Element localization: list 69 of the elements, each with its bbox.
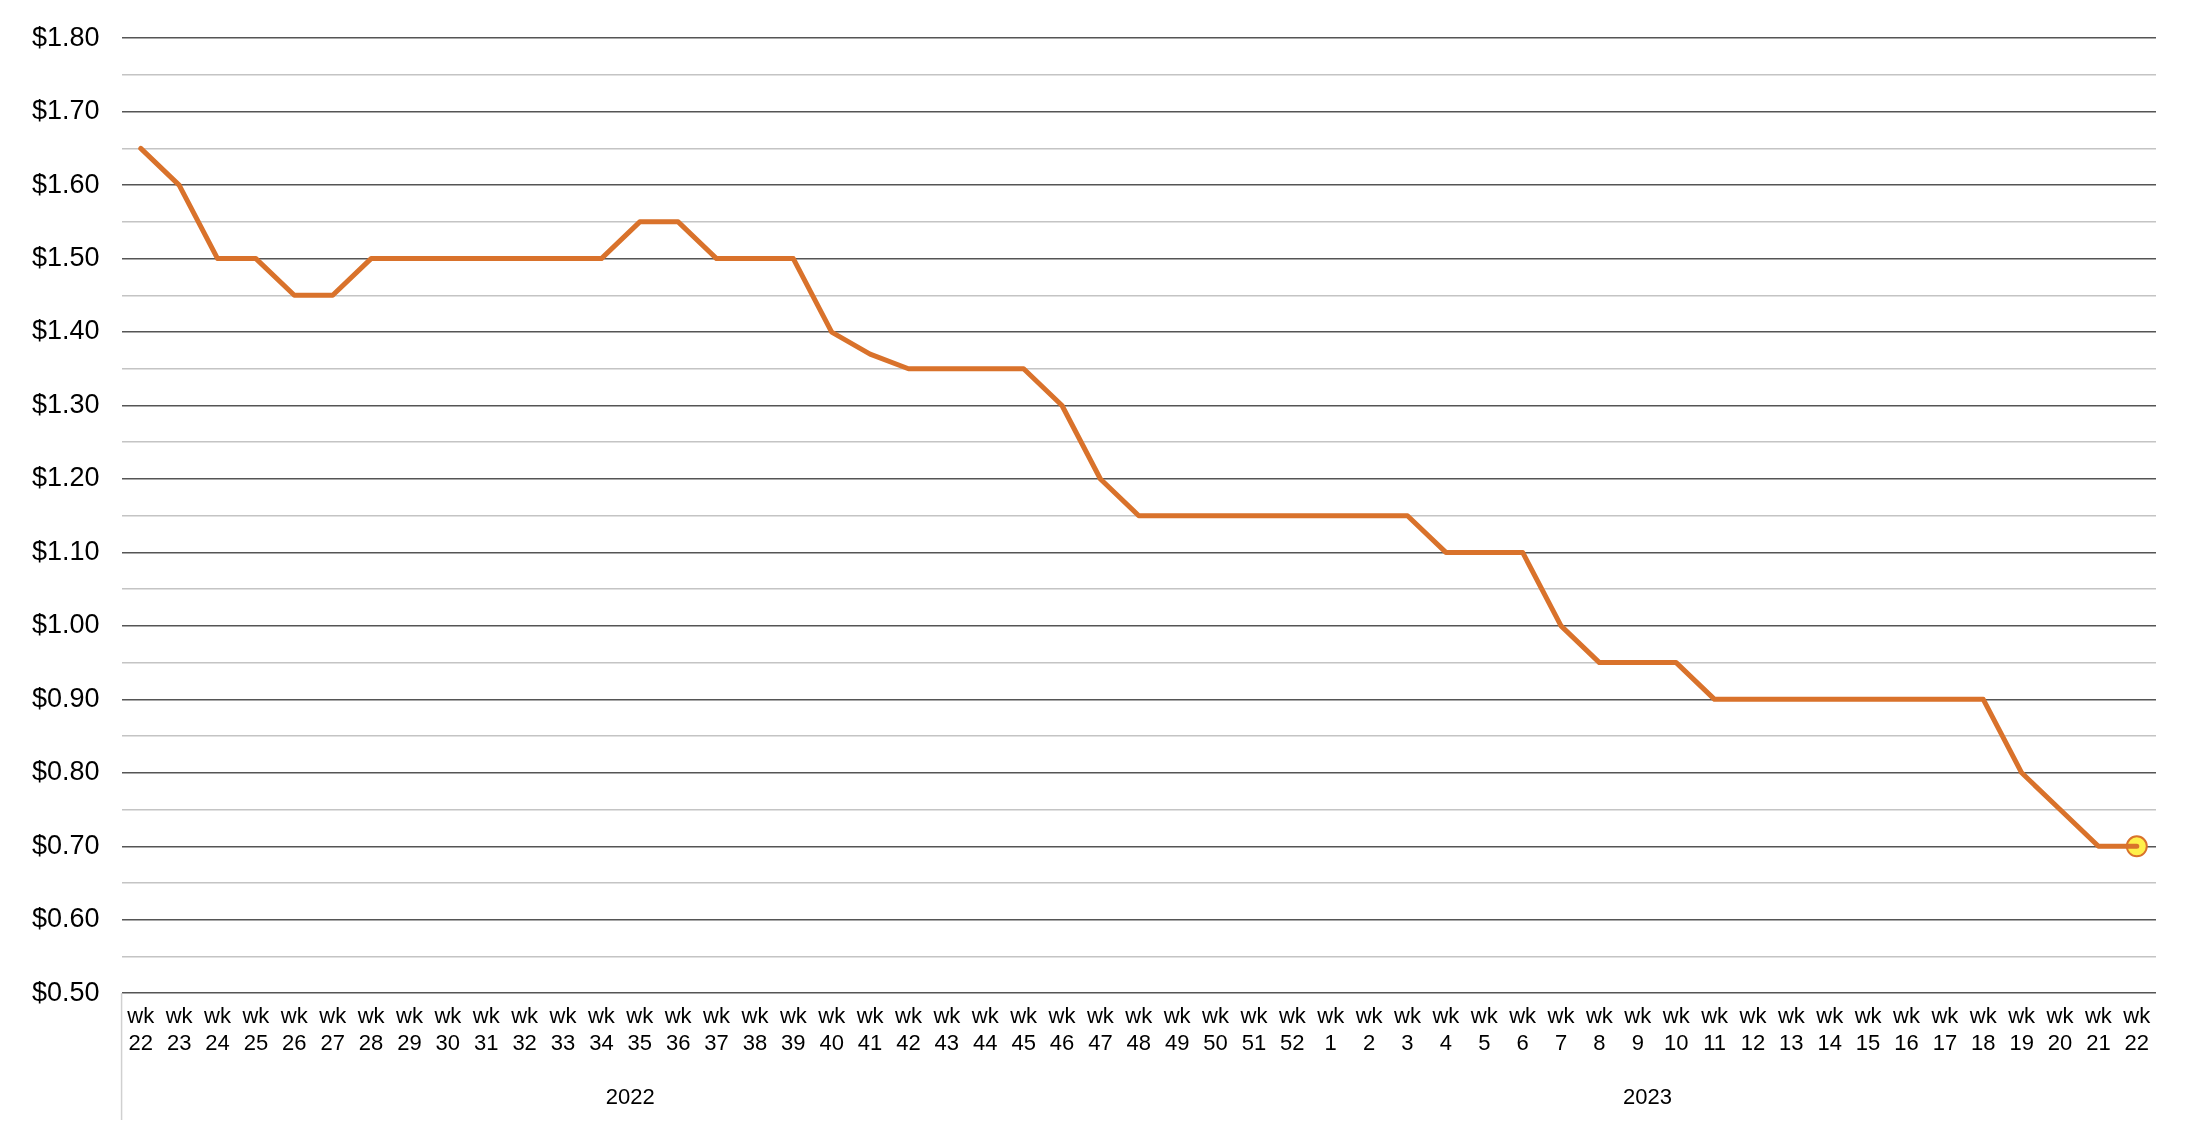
x-tick-label: wk 25	[241, 1003, 271, 1055]
y-tick-label: $0.90	[31, 682, 100, 713]
x-tick-label: wk 37	[702, 1003, 731, 1055]
x-tick-label: wk 34	[586, 1003, 616, 1055]
x-tick-label: wk 36	[663, 1003, 693, 1055]
x-tick-label: wk 23	[164, 1003, 194, 1055]
x-tick-label: wk 12	[1738, 1003, 1768, 1055]
y-tick-label: $0.60	[31, 903, 100, 934]
x-tick-label: wk 31	[471, 1003, 501, 1055]
x-tick-label: wk 3	[1393, 1003, 1422, 1055]
x-tick-label: wk 47	[1085, 1003, 1115, 1055]
x-tick-label: wk 45	[1009, 1003, 1039, 1055]
x-tick-label: wk 14	[1815, 1003, 1845, 1055]
x-tick-label: wk 7	[1546, 1003, 1576, 1055]
x-tick-label: wk 41	[855, 1003, 885, 1055]
x-tick-label: wk 46	[1047, 1003, 1077, 1055]
x-tick-label: wk 42	[894, 1003, 923, 1055]
x-tick-label: wk 33	[548, 1003, 578, 1055]
x-tick-label: wk 9	[1623, 1003, 1653, 1055]
y-tick-label: $0.80	[31, 756, 100, 787]
x-tick-label: wk 18	[1968, 1003, 1998, 1055]
x-tick-label: wk 15	[1853, 1003, 1883, 1055]
x-tick-label: wk 5	[1469, 1003, 1499, 1055]
x-tick-label: wk 32	[510, 1003, 540, 1055]
x-tick-label: wk 8	[1584, 1003, 1614, 1055]
x-tick-label: wk 27	[318, 1003, 348, 1055]
x-tick-label: wk 6	[1508, 1003, 1538, 1055]
y-tick-label: $1.40	[31, 315, 100, 346]
y-tick-label: $1.50	[31, 242, 100, 273]
x-tick-label: wk 20	[2045, 1003, 2075, 1055]
x-tick-label: wk 21	[2083, 1003, 2113, 1055]
x-tick-label: wk 22	[2122, 1003, 2152, 1055]
x-tick-label: wk 2	[1354, 1003, 1384, 1055]
text: 2022	[605, 1084, 655, 1110]
x-tick-label: wk 43	[932, 1003, 962, 1055]
x-tick-label: wk 48	[1124, 1003, 1154, 1055]
x-tick-label: wk 51	[1239, 1003, 1269, 1055]
x-tick-label: wk 26	[279, 1003, 309, 1055]
x-tick-label: wk 16	[1892, 1003, 1921, 1055]
text: 2023	[1622, 1084, 1672, 1110]
x-tick-label: wk 11	[1700, 1003, 1730, 1055]
x-tick-label: wk 24	[203, 1003, 232, 1055]
x-tick-label: wk 52	[1277, 1003, 1307, 1055]
x-tick-label: wk 39	[778, 1003, 808, 1055]
x-tick-label: wk 19	[2007, 1003, 2037, 1055]
x-tick-label: wk 49	[1162, 1003, 1192, 1055]
x-tick-label: wk 35	[625, 1003, 655, 1055]
y-tick-label: $1.20	[31, 462, 100, 493]
x-tick-label: wk 30	[433, 1003, 463, 1055]
x-tick-label: wk 17	[1930, 1003, 1960, 1055]
y-tick-label: $1.00	[31, 609, 100, 640]
x-tick-label: wk 13	[1776, 1003, 1806, 1055]
x-tick-label: wk 10	[1661, 1003, 1691, 1055]
x-tick-label: wk 4	[1431, 1003, 1461, 1055]
y-tick-label: $0.70	[31, 829, 100, 860]
x-tick-label: wk 38	[740, 1003, 770, 1055]
y-tick-label: $1.10	[31, 535, 100, 566]
y-tick-label: $1.60	[31, 168, 100, 199]
x-tick-label: wk 28	[356, 1003, 386, 1055]
y-tick-label: $1.70	[31, 95, 100, 126]
x-tick-label: wk 50	[1201, 1003, 1230, 1055]
x-tick-label: wk 1	[1316, 1003, 1346, 1055]
x-tick-label: wk 44	[970, 1003, 1000, 1055]
x-tick-label: wk 40	[817, 1003, 847, 1055]
y-tick-label: $1.30	[31, 388, 100, 419]
y-tick-label: $1.80	[31, 21, 100, 52]
y-tick-label: $0.50	[31, 976, 100, 1007]
x-tick-label: wk 29	[395, 1003, 424, 1055]
x-tick-label: wk 22	[126, 1003, 156, 1055]
